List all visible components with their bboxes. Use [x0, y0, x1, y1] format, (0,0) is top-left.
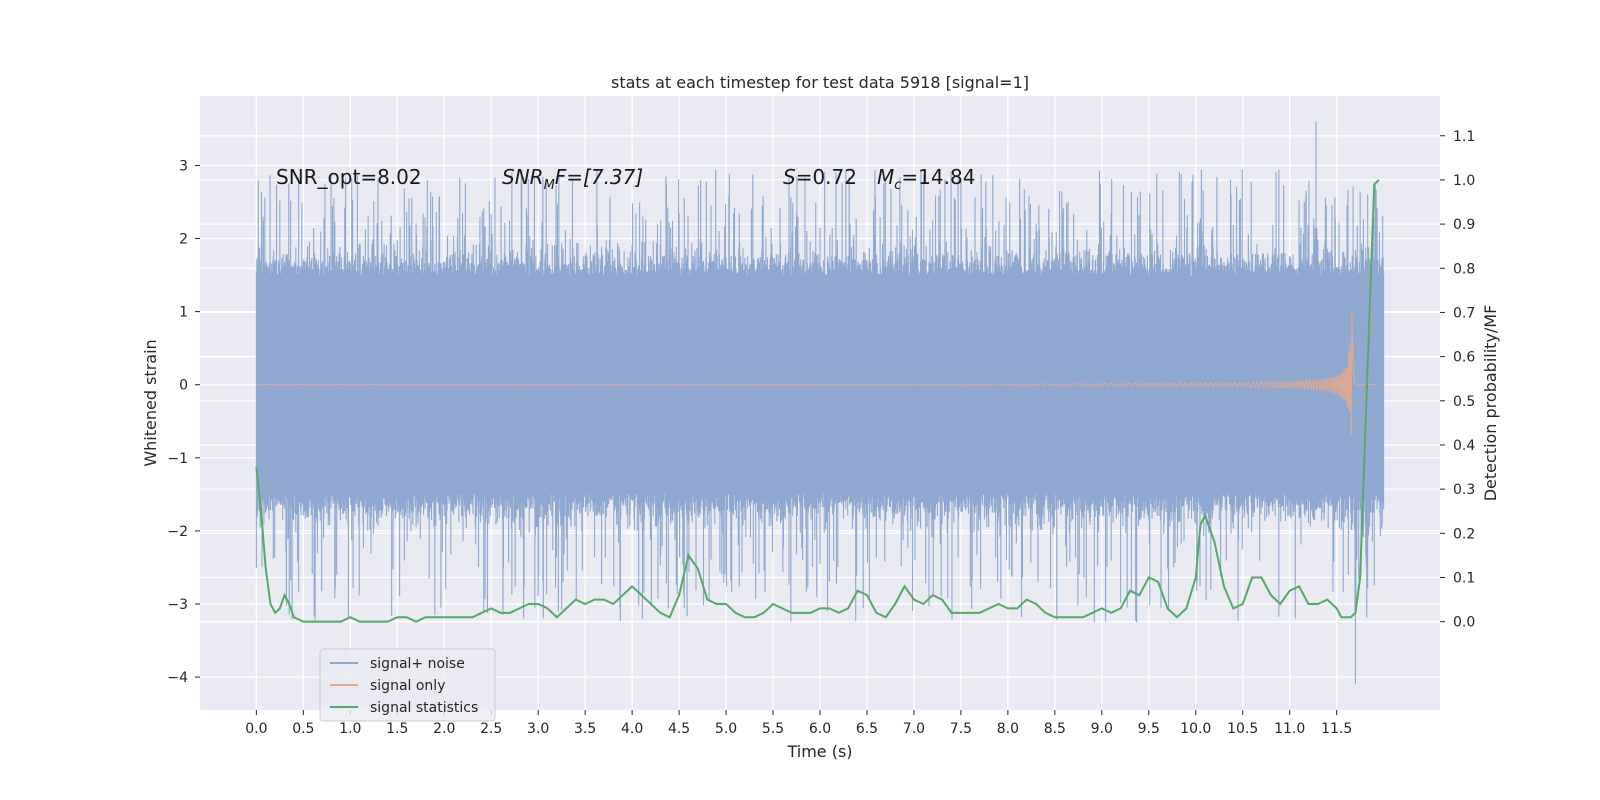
- y-axis-right-label: Detection probability/MF: [1481, 305, 1500, 502]
- y-right-tick-label-8: 0.8: [1453, 261, 1475, 277]
- annotation-s: S=0.72: [783, 165, 857, 189]
- y-tick-label-3: −1: [167, 451, 188, 467]
- y-axis-right-ticks: 0.0 0.1 0.2 0.3 0.4 0.5 0.6 0.7 0.8 0.9 1.0 1.1: [1440, 129, 1475, 631]
- legend-label-signal-statistics: signal statistics: [370, 700, 478, 716]
- y-right-tick-label-0: 0.0: [1453, 615, 1475, 631]
- x-tick-label-19: 9.5: [1138, 721, 1160, 737]
- x-tick-label-11: 5.5: [762, 721, 784, 737]
- annotation-snr-mf-value: F=[7.37]: [555, 165, 643, 189]
- x-tick-label-13: 6.5: [856, 721, 878, 737]
- legend-box: [319, 648, 496, 722]
- y-axis-label: Whitened strain: [141, 339, 160, 466]
- x-tick-label-0: 0.0: [245, 721, 267, 737]
- x-tick-label-1: 0.5: [292, 721, 314, 737]
- y-tick-label-6: 2: [179, 232, 188, 248]
- y-right-tick-label-5: 0.5: [1453, 394, 1475, 410]
- x-tick-label-12: 6.0: [809, 721, 831, 737]
- annotation-snr-mf-subscript: M: [544, 178, 555, 193]
- x-tick-label-3: 1.5: [386, 721, 408, 737]
- x-tick-label-23: 11.5: [1321, 721, 1352, 737]
- x-axis-ticks: 0.0 0.5 1.0 1.5 2.0 2.5 3.0 3.5 4.0 4.5 5.0 5.5 6.0 6…: [245, 710, 1352, 737]
- x-tick-label-2: 1.0: [339, 721, 361, 737]
- x-tick-label-15: 7.5: [950, 721, 972, 737]
- y-right-tick-label-4: 0.4: [1453, 438, 1475, 454]
- legend-label-signal-only: signal only: [370, 678, 445, 694]
- y-right-tick-label-3: 0.3: [1453, 482, 1475, 498]
- x-tick-label-16: 8.0: [997, 721, 1019, 737]
- annotation-snr-opt: SNR_opt=8.02: [276, 165, 422, 189]
- annotation-mc: Mc=14.84: [877, 165, 975, 193]
- plot-area: [255, 121, 1385, 685]
- annotation-snr-mf: SNRMF=[7.37]: [502, 165, 643, 193]
- y-right-tick-label-11: 1.1: [1453, 129, 1475, 145]
- y-tick-label-4: 0: [179, 378, 188, 394]
- x-tick-label-17: 8.5: [1044, 721, 1066, 737]
- annotation-mc-value: =14.84: [901, 165, 975, 189]
- y-right-tick-label-6: 0.6: [1453, 350, 1475, 366]
- x-tick-label-21: 10.5: [1227, 721, 1258, 737]
- x-tick-label-14: 7.0: [903, 721, 925, 737]
- y-right-tick-label-2: 0.2: [1453, 526, 1475, 542]
- annotation-s-value: =0.72: [796, 165, 857, 189]
- y-tick-label-0: −4: [167, 670, 188, 686]
- x-axis-label: Time (s): [786, 742, 852, 761]
- annotation-mc-subscript: c: [894, 178, 901, 193]
- x-tick-label-4: 2.0: [433, 721, 455, 737]
- y-tick-label-5: 1: [179, 305, 188, 321]
- y-right-tick-label-9: 0.9: [1453, 217, 1475, 233]
- y-right-tick-label-7: 0.7: [1453, 305, 1475, 321]
- x-tick-label-5: 2.5: [480, 721, 502, 737]
- series-signal-noise: [255, 121, 1385, 685]
- legend: signal+ noise signal only signal statist…: [319, 648, 496, 722]
- annotation-snr-mf-symbol: SNR: [502, 165, 544, 189]
- x-tick-label-9: 4.5: [668, 721, 690, 737]
- y-tick-label-1: −3: [167, 597, 188, 613]
- series-signal-only: [256, 312, 1377, 436]
- x-tick-label-6: 3.0: [527, 721, 549, 737]
- chart-title: stats at each timestep for test data 591…: [611, 73, 1029, 92]
- x-tick-label-10: 5.0: [715, 721, 737, 737]
- y-axis-ticks: −4 −3 −2 −1 0 1 2 3: [167, 158, 200, 686]
- y-tick-label-7: 3: [179, 158, 188, 174]
- x-tick-label-22: 11.0: [1274, 721, 1305, 737]
- legend-label-signal-noise: signal+ noise: [370, 656, 465, 672]
- annotation-s-symbol: S: [783, 165, 796, 189]
- annotation-mc-symbol: M: [877, 165, 894, 189]
- y-right-tick-label-1: 0.1: [1453, 570, 1475, 586]
- x-tick-label-20: 10.0: [1180, 721, 1211, 737]
- series-signal-statistics: [255, 179, 1380, 623]
- x-tick-label-7: 3.5: [574, 721, 596, 737]
- x-tick-label-8: 4.0: [621, 721, 643, 737]
- y-tick-label-2: −2: [167, 524, 188, 540]
- x-tick-label-18: 9.0: [1091, 721, 1113, 737]
- y-right-tick-label-10: 1.0: [1453, 173, 1475, 189]
